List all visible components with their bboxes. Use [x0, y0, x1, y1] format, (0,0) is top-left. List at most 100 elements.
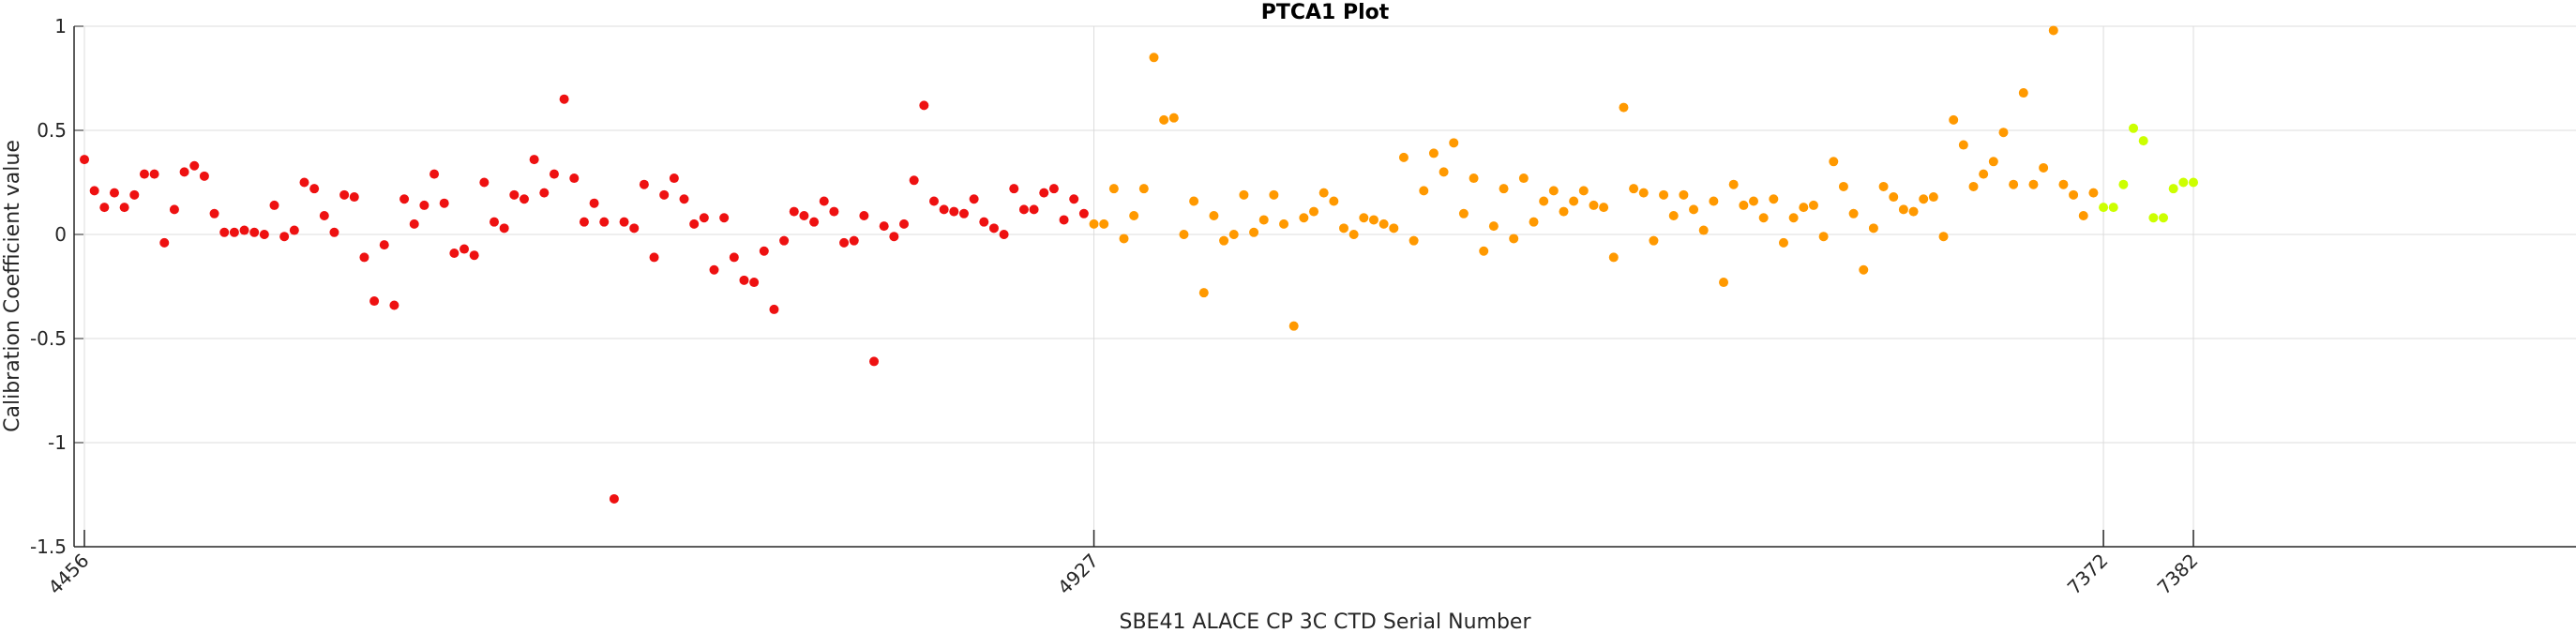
data-point — [2048, 25, 2058, 36]
data-point — [449, 248, 459, 258]
data-point — [1818, 232, 1829, 242]
data-point — [719, 213, 730, 223]
data-point — [80, 155, 89, 165]
data-point — [1039, 188, 1049, 198]
data-point — [519, 194, 529, 204]
data-point — [839, 237, 850, 248]
data-point — [319, 211, 329, 221]
data-point — [928, 196, 939, 206]
data-point — [549, 169, 559, 179]
data-point — [1649, 235, 1659, 246]
data-point — [1799, 203, 1809, 213]
data-point — [919, 100, 929, 111]
data-point — [639, 179, 649, 189]
data-point — [899, 219, 910, 229]
data-point — [2168, 184, 2178, 194]
data-point — [1219, 235, 1229, 246]
data-point — [2148, 213, 2159, 223]
data-point — [109, 188, 119, 198]
data-point — [1659, 189, 1669, 200]
data-point — [1578, 186, 1589, 196]
data-point — [1979, 169, 1989, 179]
data-point — [2028, 179, 2039, 189]
data-point — [699, 213, 709, 223]
data-point — [1868, 223, 1878, 234]
data-point — [1419, 186, 1429, 196]
data-point — [1168, 113, 1179, 123]
data-point — [1698, 225, 1709, 235]
data-point — [309, 184, 320, 194]
data-point — [1009, 184, 1019, 194]
data-point — [1509, 234, 1519, 244]
data-point — [1428, 148, 1439, 158]
data-point — [1048, 184, 1059, 194]
data-point — [1069, 194, 1079, 204]
data-point — [619, 217, 629, 227]
y-tick-label: -0.5 — [30, 327, 67, 350]
data-point — [209, 208, 219, 219]
data-point — [649, 252, 659, 263]
data-point — [849, 235, 859, 246]
data-point — [229, 227, 239, 237]
data-point — [1378, 219, 1389, 229]
data-point — [709, 264, 719, 275]
data-point — [1788, 213, 1799, 223]
data-point — [569, 173, 580, 184]
y-tick-label: -1 — [48, 431, 67, 454]
data-point — [1529, 217, 1539, 227]
data-point — [1249, 227, 1259, 237]
data-point — [1559, 206, 1569, 217]
data-point — [2078, 211, 2088, 221]
data-point — [1599, 203, 1609, 213]
data-point — [2189, 177, 2198, 188]
y-axis-label: Calibration Coefficient value — [1, 140, 24, 432]
data-point — [1829, 157, 1839, 167]
data-point — [1629, 184, 1639, 194]
data-point — [1998, 128, 2009, 138]
data-point — [2099, 203, 2109, 213]
data-point — [1029, 204, 1039, 215]
data-point — [1398, 152, 1409, 162]
data-point — [1318, 188, 1329, 198]
data-point — [269, 200, 279, 210]
data-point — [409, 219, 419, 229]
data-point — [969, 194, 979, 204]
data-point — [89, 186, 99, 196]
data-point — [609, 493, 619, 504]
data-point — [1859, 264, 1869, 275]
data-point — [339, 189, 350, 200]
data-point — [1679, 189, 1689, 200]
data-point — [979, 217, 989, 227]
data-point — [1209, 211, 1219, 221]
data-point — [1499, 184, 1509, 194]
data-point — [1848, 208, 1859, 219]
data-point — [1099, 219, 1109, 229]
data-point — [629, 223, 640, 234]
chart-title: PTCA1 Plot — [1261, 1, 1390, 24]
data-point — [1778, 237, 1788, 248]
data-point — [789, 206, 799, 217]
data-point — [589, 198, 599, 208]
y-tick-label: 0 — [54, 223, 67, 246]
data-point — [1479, 246, 1489, 256]
data-point — [469, 250, 479, 261]
data-point — [1949, 114, 1959, 125]
data-point — [1018, 204, 1029, 215]
data-point — [1898, 204, 1908, 215]
data-point — [1078, 208, 1089, 219]
data-point — [2178, 177, 2189, 188]
data-point — [1339, 223, 1349, 234]
data-point — [1108, 184, 1119, 194]
data-point — [1668, 211, 1679, 221]
data-point — [429, 169, 440, 179]
data-point — [559, 94, 569, 104]
data-point — [1409, 235, 1419, 246]
data-point — [949, 206, 959, 217]
data-point — [1288, 321, 1299, 331]
data-point — [1619, 102, 1629, 113]
data-point — [299, 177, 309, 188]
data-point — [1928, 192, 1938, 203]
data-point — [958, 208, 969, 219]
data-point — [889, 232, 899, 242]
data-point — [829, 206, 839, 217]
